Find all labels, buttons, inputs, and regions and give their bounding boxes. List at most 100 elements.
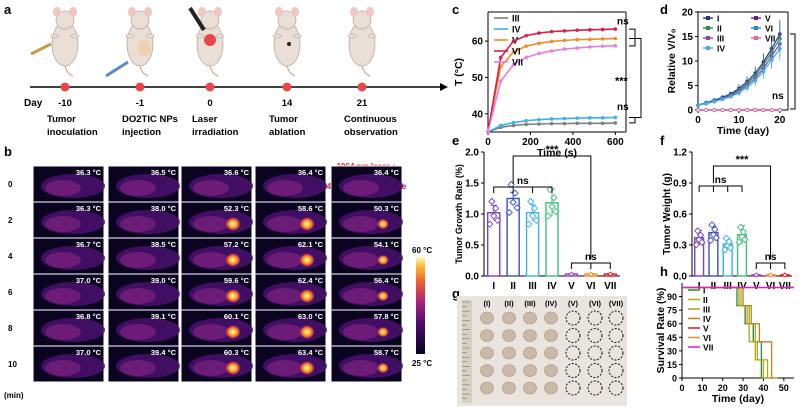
timeline-point	[135, 82, 145, 92]
legend-label: VII	[703, 343, 713, 353]
legend-marker	[706, 36, 710, 40]
data-point	[600, 37, 605, 41]
legend-label: VI	[703, 333, 711, 343]
x-tick-label: IV	[737, 281, 747, 292]
data-point	[753, 272, 760, 278]
timeline-panel: Day -10 Tumor inoculation -1 DO2TIC NPs injec…	[24, 6, 448, 138]
data-point	[537, 41, 541, 46]
y-axis-label: T (°C)	[453, 58, 465, 86]
significance-bracket	[698, 185, 743, 192]
data-point	[575, 116, 579, 120]
legend-marker	[754, 26, 758, 30]
data-point	[537, 51, 541, 56]
mouse-icon	[105, 7, 155, 78]
y-tick-label: 15	[667, 360, 677, 370]
thermal-temperature-label: 36.6 °C	[224, 168, 250, 177]
y-tick-label: 0	[687, 106, 693, 117]
tumor-sample	[480, 329, 494, 342]
photo-group-label: (II)	[504, 299, 514, 308]
mouse-illustrations	[30, 6, 377, 78]
significance-bracket	[629, 28, 636, 47]
significance-label: ns	[617, 102, 629, 113]
x-tick-label: III	[724, 281, 733, 292]
empty-sample-circle	[565, 363, 581, 378]
panel-letter-f: f	[660, 133, 665, 148]
legend-label: VI	[765, 24, 773, 34]
x-tick-label: VI	[766, 281, 776, 292]
data-point	[575, 121, 579, 126]
legend-marker	[754, 36, 758, 40]
x-axis-label: Time (day)	[717, 125, 769, 137]
y-tick-label: 0.5	[465, 241, 479, 252]
thermal-temperature-label: 57.2 °C	[224, 240, 250, 249]
panel-letter-g: g	[452, 286, 460, 301]
thermal-row-time: 0	[8, 180, 13, 189]
thermal-temperature-label: 63.4 °C	[298, 348, 324, 357]
laser-icon	[188, 6, 206, 32]
x-tick-label: 50	[779, 383, 789, 393]
y-tick-label: 2.0	[465, 148, 479, 159]
data-point	[600, 44, 605, 48]
panel-letter-b: b	[4, 144, 12, 159]
legend-label: I	[717, 14, 719, 24]
timeline-event-line1: Tumor	[269, 114, 298, 125]
data-point	[549, 121, 554, 126]
x-tick-label: 10	[733, 115, 745, 126]
y-tick-label: 75	[667, 306, 677, 316]
thermal-row-time: 4	[8, 252, 13, 261]
colorbar-max-label: 60 °C	[412, 246, 432, 255]
tumor-sample	[502, 364, 516, 377]
tumor-sample	[502, 311, 516, 325]
legend-label: I	[703, 286, 705, 296]
legend-marker	[706, 16, 710, 20]
timeline-day-label: Day	[24, 98, 43, 109]
data-point	[549, 39, 554, 44]
tumor-sample	[523, 381, 537, 395]
x-tick-label: 10	[697, 383, 707, 393]
y-tick-label: 30	[667, 346, 677, 356]
y-tick-label: 15	[682, 32, 694, 43]
legend-label: III	[703, 305, 710, 315]
data-point	[600, 116, 605, 120]
thermal-colorbar	[416, 257, 425, 354]
y-tick-label: 1.5	[465, 179, 479, 190]
thermal-temperature-label: 38.0 °C	[151, 204, 177, 213]
mouse-icon	[272, 7, 302, 77]
empty-sample-circle	[565, 310, 581, 326]
ruler	[462, 300, 472, 403]
data-point	[769, 108, 774, 112]
significance-label: ***	[546, 144, 560, 156]
data-point	[712, 99, 717, 104]
tumor-sample	[480, 381, 494, 395]
data-point	[562, 47, 567, 51]
thermal-temperature-label: 37.0 °C	[76, 276, 102, 285]
data-point	[741, 235, 749, 244]
data-point	[720, 97, 725, 102]
mouse-icon	[347, 7, 377, 77]
tumor-sample	[544, 311, 558, 325]
x-tick-label: 40	[758, 383, 768, 393]
legend-label: III	[717, 34, 724, 44]
data-point	[769, 58, 774, 62]
thermal-time-unit: (min)	[4, 391, 24, 400]
thermal-temperature-label: 50.3 °C	[374, 204, 400, 213]
data-point	[511, 39, 516, 43]
thermal-temperature-label: 36.8 °C	[76, 312, 102, 321]
y-axis-label: Tumor Weight (g)	[662, 173, 673, 255]
thermal-temperature-label: 62.1 °C	[298, 240, 324, 249]
empty-sample-circle	[608, 310, 624, 326]
colorbar-min-label: 25 °C	[412, 359, 432, 368]
panel-letter-e: e	[452, 133, 459, 148]
y-tick-label: 0.0	[673, 272, 687, 283]
panel-letter-d: d	[660, 2, 668, 17]
thermal-temperature-label: 54.1 °C	[374, 240, 400, 249]
tumor-sample	[480, 311, 494, 325]
data-point	[613, 121, 618, 125]
data-point	[753, 108, 758, 112]
significance-bracket	[790, 33, 796, 110]
legend-label: IV	[512, 25, 521, 35]
y-tick-label: 45	[667, 333, 677, 343]
panel-letter-h: h	[660, 264, 668, 279]
timeline-event-line2: irradiation	[192, 127, 239, 138]
